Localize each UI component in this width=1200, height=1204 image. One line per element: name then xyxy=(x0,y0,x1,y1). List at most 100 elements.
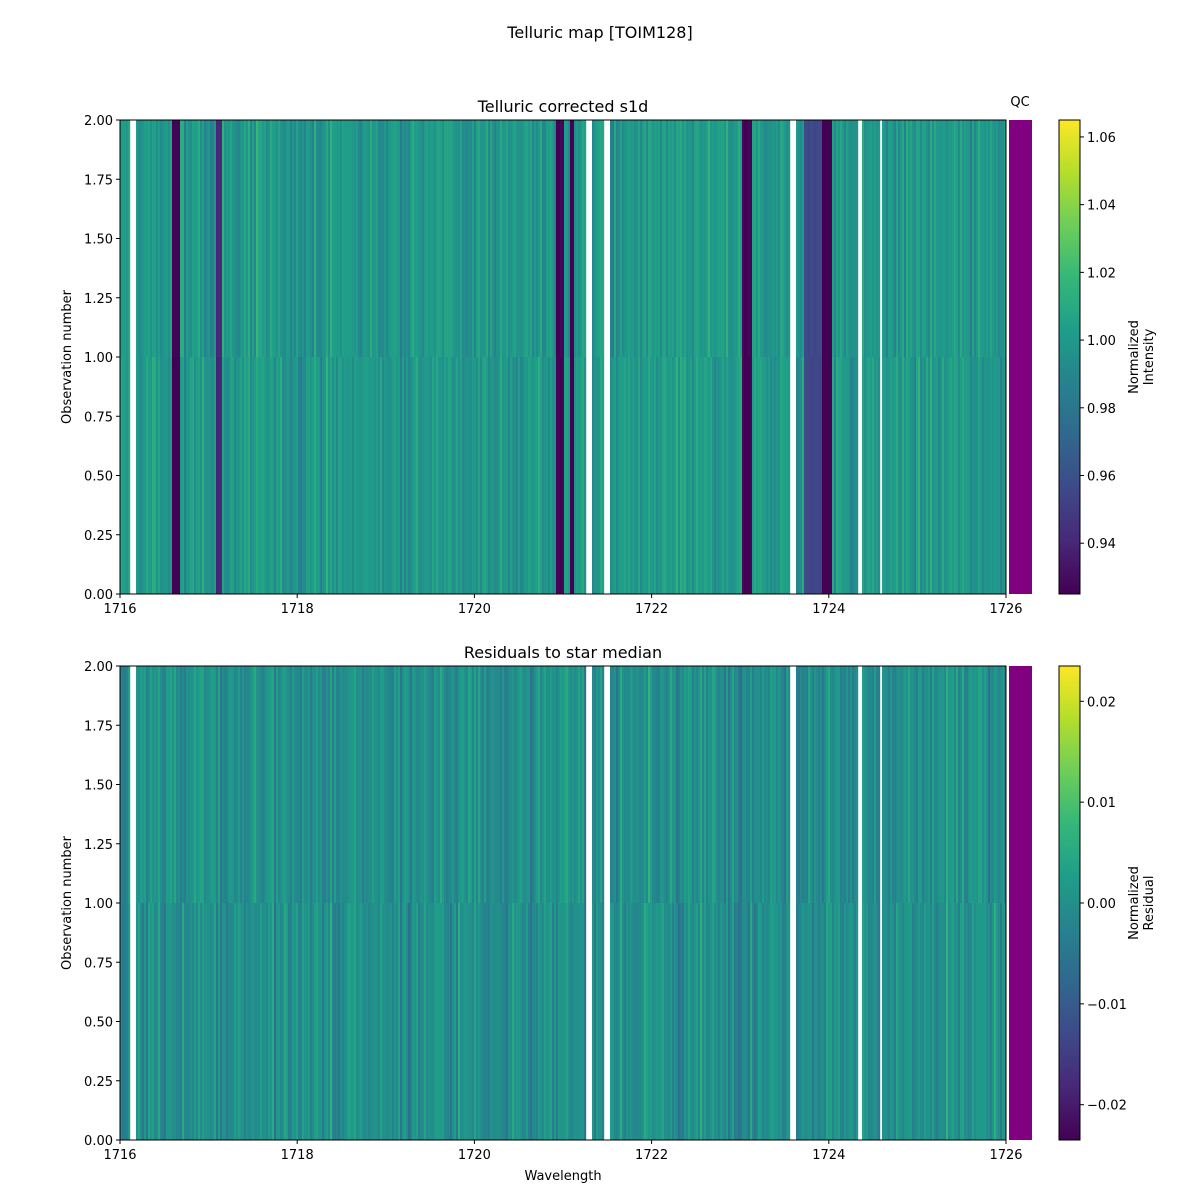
heatmap-cell xyxy=(298,357,301,594)
heatmap-cell xyxy=(968,666,971,903)
heatmap-cell xyxy=(254,357,257,594)
colorbar-segment xyxy=(1059,156,1080,159)
heatmap-cell xyxy=(230,903,233,1140)
heatmap-cell xyxy=(394,120,397,357)
heatmap-cell xyxy=(838,666,841,903)
colorbar-segment xyxy=(1059,796,1080,799)
heatmap-cell xyxy=(978,120,981,357)
heatmap-cell xyxy=(876,903,879,1140)
heatmap-cell xyxy=(836,120,839,357)
heatmap-cell xyxy=(696,666,699,903)
heatmap-cell xyxy=(576,666,579,903)
heatmap-cell xyxy=(140,120,143,357)
colorbar-segment xyxy=(1059,776,1080,779)
heatmap-cell xyxy=(952,357,955,594)
heatmap-cell xyxy=(970,357,973,594)
colorbar-segment xyxy=(1059,732,1080,735)
heatmap-cell xyxy=(628,903,631,1140)
colorbar-segment xyxy=(1059,574,1080,577)
heatmap-cell xyxy=(616,357,619,594)
colorbar-segment xyxy=(1059,122,1080,125)
colorbar-segment xyxy=(1059,1050,1080,1053)
heatmap-cell xyxy=(242,357,245,594)
heatmap-cell xyxy=(186,357,189,594)
heatmap-cell xyxy=(816,903,819,1140)
heatmap-cell xyxy=(260,903,263,1140)
heatmap-cell xyxy=(370,120,373,357)
heatmap-cell xyxy=(644,120,647,357)
heatmap-cell xyxy=(394,903,397,1140)
heatmap-cell xyxy=(804,120,807,357)
heatmap-cell xyxy=(890,357,893,594)
colorbar-segment xyxy=(1059,514,1080,517)
colorbar-segment xyxy=(1059,350,1080,353)
heatmap-cell xyxy=(156,357,159,594)
heatmap-cell xyxy=(808,120,811,357)
colorbar-segment xyxy=(1059,786,1080,789)
heatmap-cell xyxy=(536,903,539,1140)
heatmap-cell xyxy=(254,903,257,1140)
heatmap-cell xyxy=(712,357,715,594)
heatmap-cell xyxy=(812,120,815,357)
colorbar-segment xyxy=(1059,150,1080,153)
heatmap-cell xyxy=(238,666,241,903)
y-tick-label: 0.75 xyxy=(84,410,113,425)
heatmap-cell xyxy=(124,120,127,357)
heatmap-cell xyxy=(986,666,989,903)
heatmap-cell xyxy=(900,903,903,1140)
heatmap-cell xyxy=(286,120,289,357)
colorbar-segment xyxy=(1059,370,1080,373)
heatmap-cell xyxy=(170,903,173,1140)
y-tick-label: 0.75 xyxy=(84,956,113,971)
heatmap-cell xyxy=(476,903,479,1140)
heatmap-cell xyxy=(218,120,221,357)
heatmap-cell xyxy=(592,120,595,357)
heatmap-cell xyxy=(570,357,573,594)
colorbar-segment xyxy=(1059,120,1080,123)
heatmap-cell xyxy=(498,666,501,903)
heatmap-cell xyxy=(578,903,581,1140)
heatmap-cell xyxy=(996,903,999,1140)
colorbar-segment xyxy=(1059,956,1080,959)
colorbar-segment xyxy=(1059,818,1080,821)
heatmap-cell xyxy=(158,903,161,1140)
colorbar-segment xyxy=(1059,890,1080,893)
colorbar-segment xyxy=(1059,146,1080,149)
heatmap-cell xyxy=(984,120,987,357)
colorbar-segment xyxy=(1059,542,1080,545)
heatmap-cell xyxy=(970,120,973,357)
heatmap-cell xyxy=(244,357,247,594)
heatmap-cell xyxy=(448,120,451,357)
heatmap-cell xyxy=(624,120,627,357)
heatmap-cell xyxy=(548,903,551,1140)
heatmap-cell xyxy=(626,666,629,903)
heatmap-cell xyxy=(440,357,443,594)
colorbar-segment xyxy=(1059,296,1080,299)
heatmap-cell xyxy=(802,120,805,357)
heatmap-cell xyxy=(168,903,171,1140)
heatmap-cell xyxy=(666,357,669,594)
heatmap-cell xyxy=(398,120,401,357)
heatmap-cell xyxy=(988,666,991,903)
heatmap-cell xyxy=(810,120,813,357)
heatmap-cell xyxy=(810,666,813,903)
heatmap-cell xyxy=(398,903,401,1140)
heatmap-cell xyxy=(594,903,597,1140)
colorbar-segment xyxy=(1059,896,1080,899)
heatmap-cell xyxy=(654,120,657,357)
heatmap-cell xyxy=(758,903,761,1140)
colorbar-segment xyxy=(1059,580,1080,583)
x-tick-label: 1720 xyxy=(458,1148,491,1163)
heatmap-cell xyxy=(516,903,519,1140)
heatmap-cell xyxy=(128,120,131,357)
heatmap-cell xyxy=(964,666,967,903)
heatmap-cell xyxy=(482,903,485,1140)
heatmap-cell xyxy=(986,120,989,357)
heatmap-cell xyxy=(558,357,561,594)
heatmap-cell xyxy=(540,666,543,903)
heatmap-cell xyxy=(722,357,725,594)
heatmap-cell xyxy=(692,120,695,357)
heatmap-cell xyxy=(804,666,807,903)
heatmap-cell xyxy=(982,357,985,594)
colorbar-segment xyxy=(1059,218,1080,221)
